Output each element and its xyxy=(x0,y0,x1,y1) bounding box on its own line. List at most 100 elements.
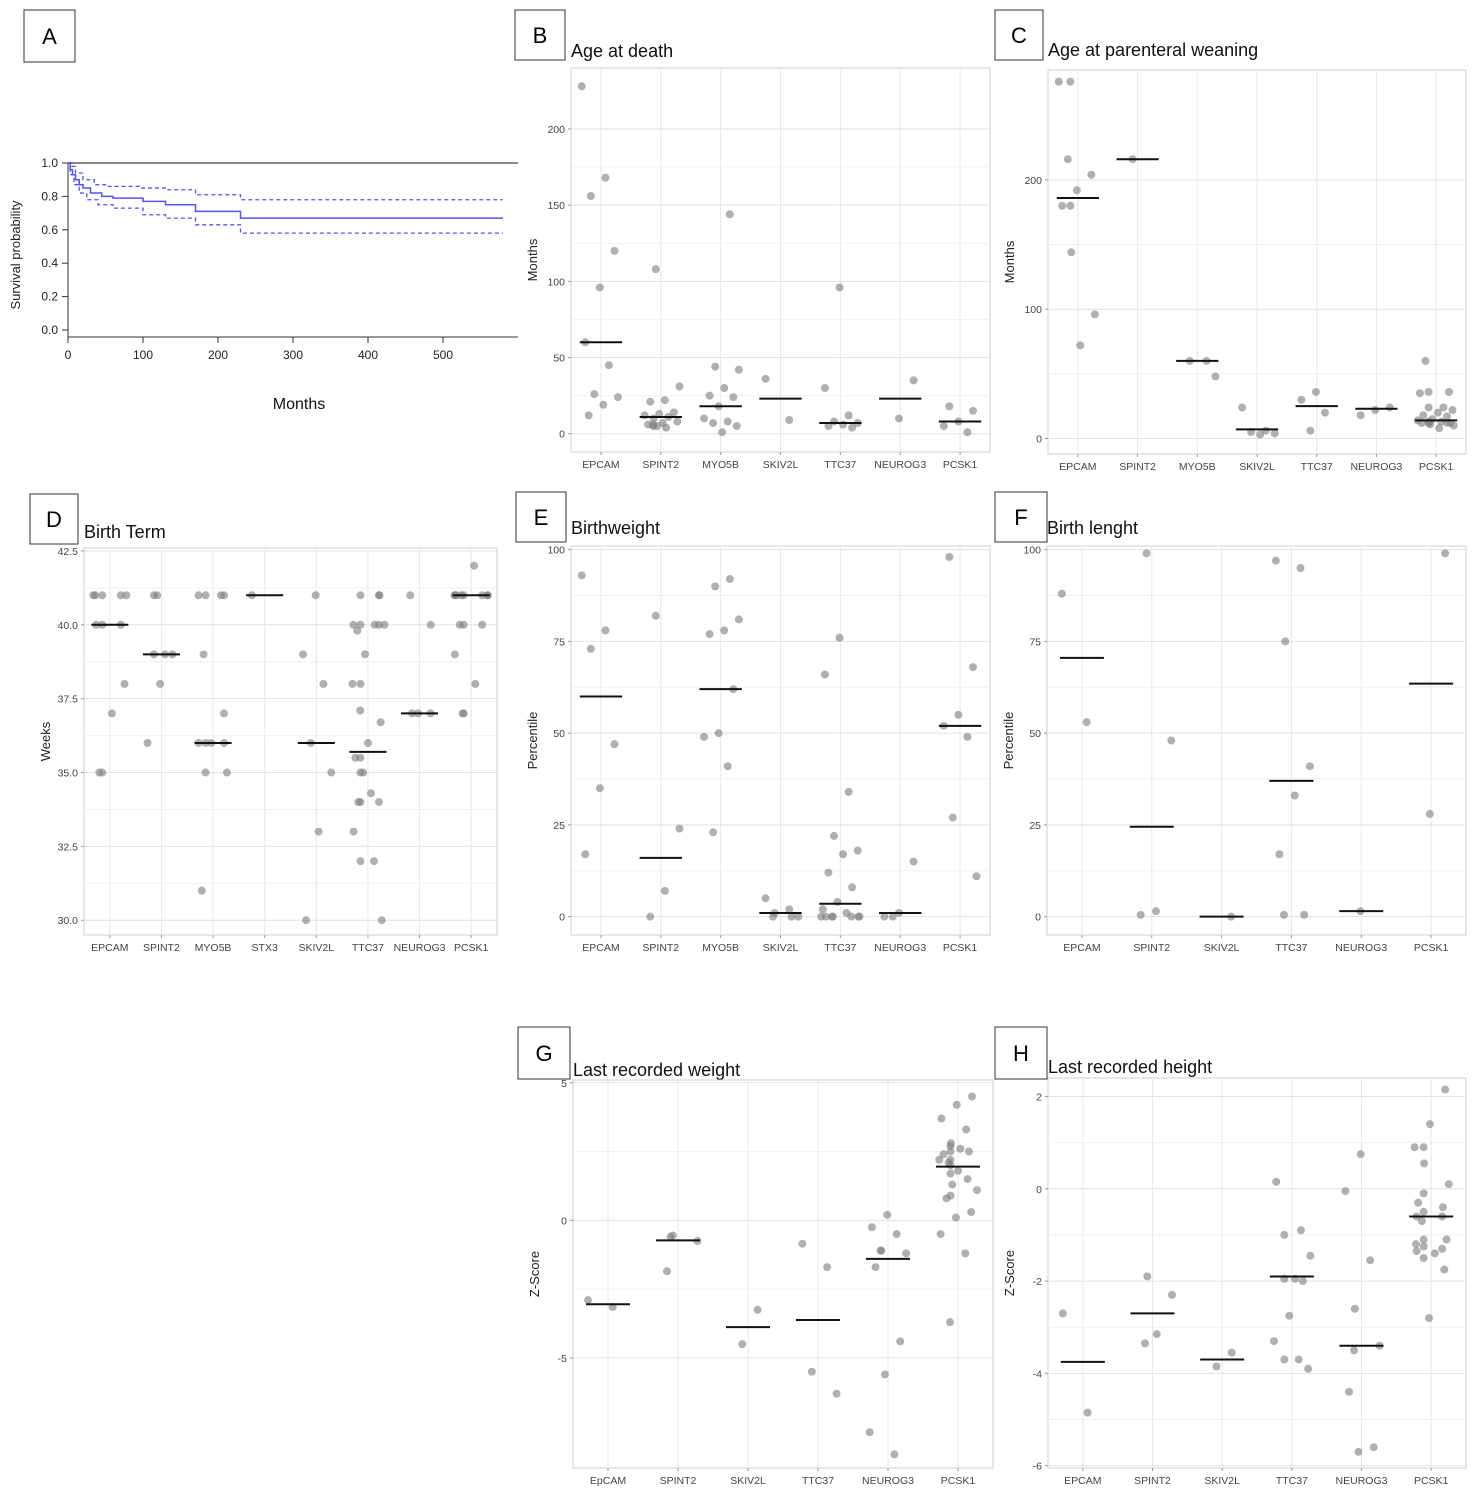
data-point xyxy=(349,620,358,629)
data-point xyxy=(1385,403,1394,412)
x-tick-label: NEUROG3 xyxy=(1335,942,1387,954)
y-tick-label: 0 xyxy=(559,429,565,441)
data-point xyxy=(1298,1277,1307,1286)
panel-letter: E xyxy=(534,505,549,530)
data-point xyxy=(673,417,682,426)
data-point xyxy=(705,630,714,639)
y-tick-label: 75 xyxy=(1029,636,1041,648)
data-point xyxy=(1345,1387,1354,1396)
data-point xyxy=(471,679,480,688)
y-tick-label: 0.8 xyxy=(41,189,58,203)
x-tick-label: MYO5B xyxy=(195,942,232,954)
x-tick-label: PCSK1 xyxy=(1419,461,1454,473)
data-point xyxy=(348,679,357,688)
data-point xyxy=(972,1186,981,1195)
data-point xyxy=(705,391,714,400)
data-point xyxy=(1341,1187,1350,1196)
data-point xyxy=(649,422,658,431)
data-point xyxy=(963,1175,972,1184)
data-point xyxy=(880,1370,889,1379)
data-point xyxy=(888,912,897,921)
data-point xyxy=(646,397,655,406)
data-point xyxy=(377,916,386,925)
data-point xyxy=(794,912,803,921)
data-point xyxy=(601,173,610,182)
data-point xyxy=(595,283,604,292)
survival-estimate-line xyxy=(68,162,503,219)
data-point xyxy=(669,408,678,417)
data-point xyxy=(725,210,734,219)
panel-title: Age at parenteral weaning xyxy=(1048,40,1258,60)
x-tick-label: SPINT2 xyxy=(660,1475,697,1487)
plot-area xyxy=(1047,1077,1467,1469)
x-tick-label: EpCAM xyxy=(590,1475,626,1487)
data-point xyxy=(761,374,770,383)
data-point xyxy=(356,591,365,600)
data-point xyxy=(1419,1235,1428,1244)
data-point xyxy=(935,1155,944,1164)
data-point xyxy=(830,831,839,840)
data-point xyxy=(946,1318,955,1327)
data-point xyxy=(302,916,311,925)
data-point xyxy=(962,1125,971,1134)
data-point xyxy=(867,1223,876,1232)
data-point xyxy=(909,376,918,385)
data-point xyxy=(1142,549,1151,558)
data-point xyxy=(1072,186,1081,195)
y-axis-label: Percentile xyxy=(1001,712,1016,770)
panel-letter: G xyxy=(535,1041,552,1066)
x-tick-label: TTC37 xyxy=(824,459,856,471)
y-tick-label: 0 xyxy=(1035,912,1041,924)
data-point xyxy=(1356,411,1365,420)
data-point xyxy=(839,420,848,429)
data-point xyxy=(1238,403,1247,412)
data-point xyxy=(1438,1244,1447,1253)
data-point xyxy=(1433,408,1442,417)
data-point xyxy=(369,857,378,866)
x-tick-label: EPCAM xyxy=(1059,461,1096,473)
data-point xyxy=(1415,389,1424,398)
data-point xyxy=(835,283,844,292)
data-point xyxy=(201,591,210,600)
data-point xyxy=(1426,420,1435,429)
x-tick-label: PCSK1 xyxy=(1414,1475,1449,1487)
data-point xyxy=(319,679,328,688)
data-point xyxy=(1419,1242,1428,1251)
y-tick-label: 1.0 xyxy=(41,156,58,170)
data-point xyxy=(1275,850,1284,859)
data-point xyxy=(1168,1290,1177,1299)
data-point xyxy=(844,411,853,420)
data-point xyxy=(595,784,604,793)
data-point xyxy=(1441,1085,1450,1094)
data-point xyxy=(470,561,479,570)
data-point xyxy=(584,1296,592,1305)
x-tick-label: PCSK1 xyxy=(1414,942,1449,954)
data-point xyxy=(876,1246,885,1255)
data-point xyxy=(311,591,320,600)
data-point xyxy=(651,265,660,274)
x-tick-label: TTC37 xyxy=(802,1475,834,1487)
data-point xyxy=(1058,1309,1067,1318)
y-tick-label: 100 xyxy=(547,276,565,288)
data-point xyxy=(956,1144,965,1153)
data-point xyxy=(835,633,844,642)
data-point xyxy=(1371,406,1380,415)
data-point xyxy=(1280,1230,1289,1239)
data-point xyxy=(1350,1346,1358,1355)
data-point xyxy=(1439,403,1448,412)
data-point xyxy=(952,1100,961,1109)
x-tick-label: 200 xyxy=(208,348,228,362)
data-point xyxy=(1256,430,1265,439)
data-point xyxy=(366,789,375,798)
data-point xyxy=(1076,341,1085,350)
data-point xyxy=(107,709,116,718)
data-point xyxy=(1167,736,1176,745)
data-point xyxy=(374,591,383,600)
data-point xyxy=(847,912,856,921)
y-tick-label: -6 xyxy=(1033,1461,1042,1473)
panel-letter: F xyxy=(1014,505,1027,530)
data-point xyxy=(894,414,903,423)
data-point xyxy=(199,650,208,659)
data-point xyxy=(1304,1364,1313,1373)
x-tick-label: NEUROG3 xyxy=(874,459,926,471)
